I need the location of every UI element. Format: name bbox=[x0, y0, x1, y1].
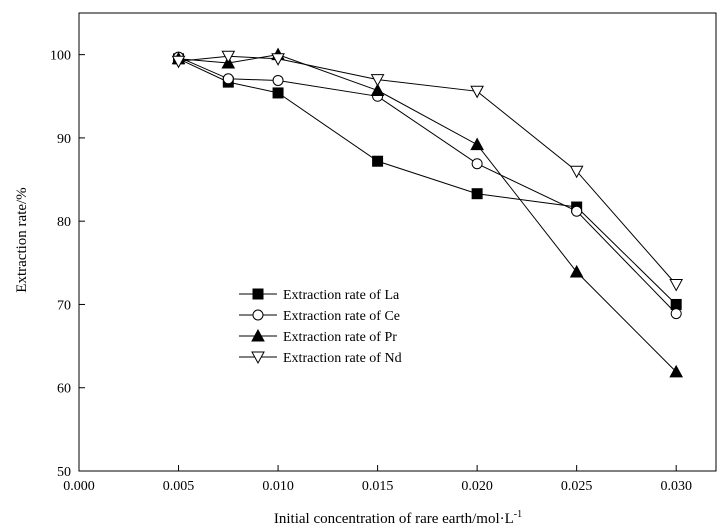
data-point bbox=[372, 155, 384, 167]
legend-label: Extraction rate of La bbox=[283, 288, 400, 303]
legend-label: Extraction rate of Pr bbox=[283, 330, 397, 345]
data-point bbox=[569, 165, 584, 179]
y-tick-label: 50 bbox=[57, 465, 71, 480]
data-point bbox=[272, 87, 284, 99]
legend-item: Extraction rate of Pr bbox=[239, 328, 397, 345]
data-point bbox=[571, 205, 583, 217]
data-point bbox=[272, 74, 284, 86]
legend-item: Extraction rate of Ce bbox=[239, 309, 400, 324]
data-point bbox=[669, 278, 684, 292]
y-tick-label: 60 bbox=[57, 382, 71, 397]
data-point bbox=[370, 74, 385, 87]
data-point bbox=[670, 308, 682, 320]
data-point bbox=[171, 55, 186, 69]
y-tick-label: 80 bbox=[57, 215, 71, 230]
series-layer bbox=[171, 47, 684, 378]
data-point bbox=[471, 188, 483, 200]
x-axis-ticks: 0.000 0.005 0.010 0.015 0.020 0.025 0.030 bbox=[63, 465, 692, 494]
x-tick-label: 0.025 bbox=[561, 479, 593, 494]
legend: Extraction rate of La Extraction rate of … bbox=[239, 288, 402, 366]
legend-marker bbox=[251, 351, 265, 365]
legend-marker bbox=[252, 309, 264, 321]
x-axis-title: Initial concentration of rare earth/mol·… bbox=[274, 509, 522, 527]
legend-marker bbox=[252, 288, 264, 300]
data-point bbox=[221, 50, 236, 64]
legend-marker bbox=[251, 328, 265, 342]
y-tick-label: 70 bbox=[57, 298, 71, 313]
y-axis-title: Extraction rate/% bbox=[14, 187, 30, 292]
x-tick-label: 0.015 bbox=[362, 479, 394, 494]
x-tick-label: 0.010 bbox=[262, 479, 294, 494]
data-point bbox=[370, 83, 385, 96]
y-tick-label: 90 bbox=[57, 132, 71, 147]
x-tick-label: 0.005 bbox=[163, 479, 195, 494]
x-axis-title-main: Initial concentration of rare earth/mol·… bbox=[274, 511, 514, 527]
legend-label: Extraction rate of Ce bbox=[283, 309, 400, 324]
series-1 bbox=[173, 51, 682, 320]
legend-label: Extraction rate of Nd bbox=[283, 351, 402, 366]
x-axis-title-superscript: -1 bbox=[514, 509, 522, 520]
data-point bbox=[569, 264, 584, 278]
y-tick-label: 100 bbox=[50, 49, 71, 64]
data-point bbox=[670, 298, 682, 310]
x-tick-label: 0.020 bbox=[461, 479, 493, 494]
legend-item: Extraction rate of Nd bbox=[239, 351, 402, 366]
data-point bbox=[470, 137, 484, 151]
data-point bbox=[669, 364, 684, 378]
series-3 bbox=[171, 50, 684, 292]
x-tick-label: 0.000 bbox=[63, 479, 95, 494]
y-axis-ticks: 50 60 70 80 90 100 bbox=[50, 49, 85, 480]
data-point bbox=[471, 158, 483, 170]
data-point bbox=[271, 53, 285, 66]
data-point bbox=[222, 73, 234, 85]
data-point bbox=[470, 85, 484, 99]
x-tick-label: 0.030 bbox=[660, 479, 692, 494]
plot-area bbox=[78, 12, 717, 472]
legend-item: Extraction rate of La bbox=[239, 288, 400, 303]
